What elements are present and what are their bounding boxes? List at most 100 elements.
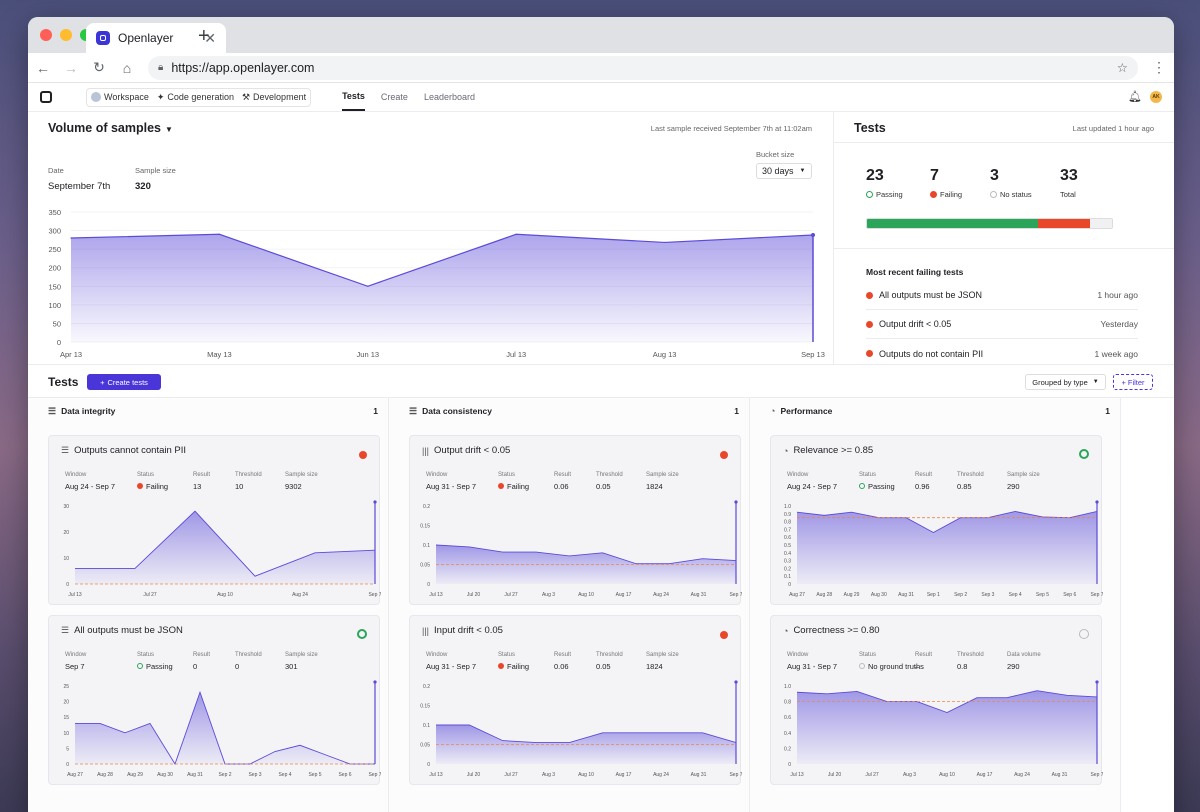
y-tick-label: 1.0 <box>784 504 791 510</box>
tab-create[interactable]: Create <box>380 92 408 102</box>
status-progress-bar <box>866 218 1113 229</box>
x-tick-label: Sep 13 <box>801 350 825 359</box>
url-field[interactable]: 🔒︎ https://app.openlayer.com ☆ <box>148 55 1138 80</box>
card-field-value: Aug 31 - Sep 7 <box>426 482 477 491</box>
x-tick-label: Aug 17 <box>616 772 632 778</box>
y-tick-label: 10 <box>63 731 69 737</box>
card-field-label: Sample size <box>285 472 318 478</box>
breadcrumb: Workspace ✦ Code generation ⚒ Development <box>86 87 312 107</box>
x-tick-label: Jul 27 <box>865 772 879 778</box>
card-field-label: Data volume <box>1007 652 1041 658</box>
volume-panel: Volume of samples ▼ Last sample received … <box>28 112 834 365</box>
card-field: Threshold 0.85 <box>957 472 984 491</box>
y-tick-label: 50 <box>53 319 61 328</box>
volume-point[interactable] <box>515 233 517 235</box>
test-card[interactable]: ☰ All outputs must be JSON Window Sep 7 Stat… <box>48 615 381 785</box>
volume-point[interactable] <box>218 233 220 235</box>
volume-point[interactable] <box>70 237 72 239</box>
card-field: Window Aug 24 - Sep 7 <box>787 472 837 491</box>
browser-menu-icon[interactable]: ⋮ <box>1152 59 1166 75</box>
card-field-label: Threshold <box>596 652 623 658</box>
x-tick-label: Aug 10 <box>217 592 233 598</box>
recent-failing-item[interactable]: Outputs do not contain PII 1 week ago <box>866 339 1138 368</box>
column-count: 1 <box>1105 406 1110 416</box>
crumb-project[interactable]: ✦ Code generation <box>157 92 234 103</box>
card-status <box>720 626 728 644</box>
openlayer-logo-icon[interactable] <box>40 91 52 103</box>
reload-icon[interactable]: ↻ <box>93 59 105 75</box>
grouped-by-label: Grouped by type <box>1032 377 1088 387</box>
x-tick-label: Aug 31 <box>691 772 707 778</box>
crumb-environment[interactable]: ⚒ Development <box>242 92 306 103</box>
recent-failing-item[interactable]: Output drift < 0.05 Yesterday <box>866 310 1138 339</box>
passing-status-icon <box>1079 449 1089 459</box>
x-tick-label: Aug 13 <box>653 350 677 359</box>
y-tick-label: 0.1 <box>784 574 791 580</box>
card-chart: 0 0.05 0.1 0.15 0.2 Jul 13 Jul 20 Jul 27 Aug 3 Au… <box>420 680 742 778</box>
x-tick-label: Sep 5 <box>308 772 321 778</box>
card-field-value: 13 <box>193 482 202 491</box>
y-tick-label: 0.2 <box>423 684 430 690</box>
test-card[interactable]: ◔ Correctness >= 0.80 Window Aug 31 - Sep 7… <box>770 615 1103 785</box>
card-field-value: Failing <box>507 662 530 671</box>
card-field-value: 0.8 <box>957 662 968 671</box>
card-field-value: 0.06 <box>554 482 569 491</box>
test-card[interactable]: ||| Output drift < 0.05 Window Aug 31 - Sep… <box>409 435 742 605</box>
create-tests-button[interactable]: + Create tests <box>87 374 161 390</box>
new-tab-icon[interactable]: + <box>198 25 210 47</box>
pie-chart-icon: ◔ <box>770 406 776 416</box>
test-card[interactable]: ◔ Relevance >= 0.85 Window Aug 24 - Sep 7 St… <box>770 435 1103 605</box>
series-line <box>75 510 376 577</box>
volume-point[interactable] <box>811 233 815 238</box>
y-tick-label: 10 <box>63 556 69 562</box>
test-card[interactable]: ||| Input drift < 0.05 Window Aug 31 - Sep … <box>409 615 742 785</box>
series-area <box>75 692 375 764</box>
x-tick-label: Sep 6 <box>338 772 351 778</box>
card-field-label: Result <box>554 652 572 658</box>
volume-title-dropdown[interactable]: Volume of samples ▼ <box>48 121 173 135</box>
card-field-value: Aug 24 - Sep 7 <box>65 482 116 491</box>
card-title: ||| Input drift < 0.05 <box>422 625 503 636</box>
volume-point[interactable] <box>664 241 666 244</box>
home-icon[interactable]: ⌂ <box>122 59 132 76</box>
y-tick-label: 0 <box>427 582 430 588</box>
filter-button[interactable]: + Filter <box>1113 374 1153 390</box>
passing-icon <box>866 191 873 198</box>
forward-icon[interactable]: → <box>64 59 78 76</box>
x-tick-label: Sep 7 <box>1090 592 1103 598</box>
card-chart: 0 0.2 0.4 0.6 0.8 1.0 Jul 13 Jul 20 Jul 27 Aug 3 A… <box>784 680 1103 778</box>
y-tick-label: 250 <box>48 245 61 254</box>
card-field-label: Window <box>426 652 448 658</box>
list-icon: ☰ <box>61 625 70 635</box>
bell-icon[interactable]: 🔔︎ <box>1128 91 1142 103</box>
card-field-label: Status <box>498 652 516 658</box>
card-field-label: Sample size <box>646 652 679 658</box>
x-tick-label: Aug 28 <box>97 772 113 778</box>
card-field-label: Status <box>498 472 516 478</box>
y-tick-label: 350 <box>48 208 61 217</box>
x-tick-label: Jul 13 <box>429 592 443 598</box>
back-icon[interactable]: ← <box>36 59 50 76</box>
browser-tab[interactable]: Openlayer ✕ <box>86 23 226 53</box>
minimize-window-button[interactable] <box>60 29 72 41</box>
test-card[interactable]: ☰ Outputs cannot contain PII Window Aug 24 … <box>48 435 381 605</box>
volume-point[interactable] <box>367 285 369 287</box>
crumb-workspace[interactable]: Workspace <box>91 92 149 102</box>
avatar[interactable]: AK <box>1150 90 1162 103</box>
card-field: Sample size 301 <box>285 652 318 671</box>
close-tab-icon[interactable]: ✕ <box>204 29 216 46</box>
bookmark-star-icon[interactable]: ☆ <box>1116 61 1128 75</box>
tab-tests[interactable]: Tests <box>342 83 365 111</box>
bucket-size-select[interactable]: 30 days ▼ <box>756 163 812 179</box>
tab-leaderboard[interactable]: Leaderboard <box>423 92 475 102</box>
close-window-button[interactable] <box>40 29 52 41</box>
card-field: Status Passing <box>859 472 895 491</box>
x-tick-label: Aug 10 <box>578 592 594 598</box>
x-tick-label: Aug 27 <box>67 772 83 778</box>
grouped-by-select[interactable]: Grouped by type ▼ <box>1025 374 1106 390</box>
card-field: Status Failing <box>498 652 529 671</box>
failing-icon <box>498 483 504 489</box>
card-field-value: 290 <box>1007 662 1020 671</box>
recent-failing-item[interactable]: All outputs must be JSON 1 hour ago <box>866 281 1138 310</box>
card-field: Window Aug 31 - Sep 7 <box>426 472 476 491</box>
